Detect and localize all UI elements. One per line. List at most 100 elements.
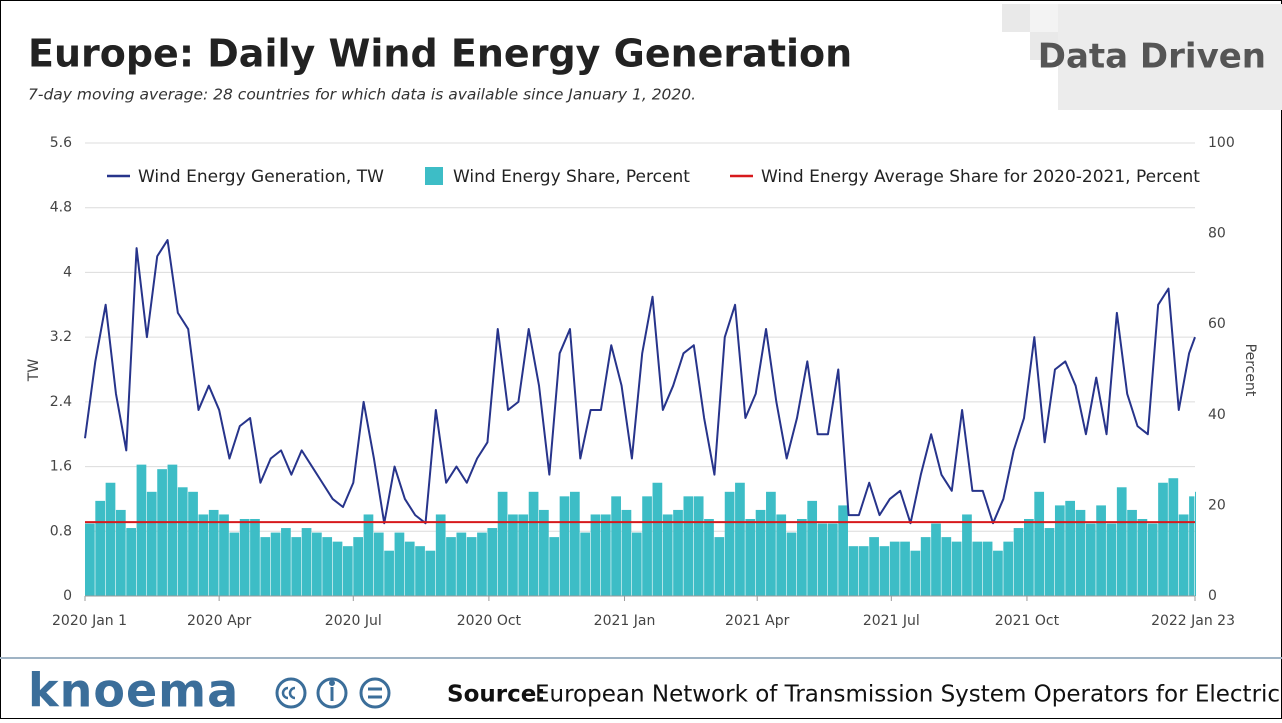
bar	[1137, 518, 1148, 596]
bar	[611, 496, 621, 596]
bar	[755, 509, 766, 596]
bar	[1096, 505, 1106, 596]
bar	[1034, 491, 1045, 596]
bar	[198, 514, 209, 596]
bar	[869, 537, 879, 596]
bar	[301, 528, 312, 596]
x-tick-label: 2021 Apr	[725, 613, 790, 629]
bar	[1116, 487, 1127, 596]
bar	[1024, 518, 1034, 596]
bar	[1127, 509, 1137, 596]
y-tick-label: 0.8	[50, 523, 72, 539]
bar	[951, 541, 962, 596]
bar	[373, 532, 384, 596]
bar	[332, 541, 343, 596]
bar	[838, 505, 848, 596]
bar	[1147, 523, 1158, 596]
bar	[363, 514, 374, 596]
bar	[539, 509, 549, 596]
license-icons	[275, 677, 391, 709]
bar	[972, 541, 983, 596]
bar	[1003, 541, 1014, 596]
x-tick-label: 2020 Oct	[457, 613, 522, 629]
x-tick-label: 2020 Jan 1	[52, 613, 127, 629]
bar	[126, 528, 136, 596]
bar	[508, 514, 518, 596]
bar	[446, 537, 456, 596]
bar	[714, 537, 725, 596]
bar	[167, 464, 178, 596]
bar	[662, 514, 673, 596]
bar	[796, 518, 807, 596]
y2-axis-label: Percent	[1242, 344, 1258, 397]
bar	[497, 491, 508, 596]
bar	[724, 491, 735, 596]
bar	[95, 500, 106, 596]
bar	[569, 491, 580, 596]
bar	[673, 509, 683, 596]
bar	[900, 541, 910, 596]
bar	[404, 541, 415, 596]
bar	[1106, 523, 1117, 596]
bar	[982, 541, 993, 596]
bar	[229, 532, 240, 596]
x-tick-label: 2022 Jan 23	[1151, 613, 1235, 629]
bar	[848, 546, 859, 596]
bar	[817, 523, 828, 596]
bar	[435, 514, 446, 596]
source-label: Source:	[447, 682, 546, 708]
legend-label: Wind Energy Average Share for 2020-2021,…	[761, 167, 1200, 187]
bar	[879, 546, 890, 596]
bar	[931, 523, 941, 596]
bar	[312, 532, 322, 596]
y-tick-label: 0	[63, 588, 72, 604]
y-tick-label: 4	[63, 264, 72, 280]
bar	[549, 537, 560, 596]
bar	[115, 509, 126, 596]
bar	[487, 528, 498, 596]
badge: Data Driven	[1038, 37, 1266, 77]
bar	[704, 518, 714, 596]
bar	[920, 537, 931, 596]
source-text: European Network of Transmission System …	[535, 682, 1282, 708]
chart-title: Europe: Daily Wind Energy Generation	[28, 32, 852, 76]
chart-subtitle: 7-day moving average: 28 countries for w…	[28, 86, 696, 104]
x-tick-label: 2021 Oct	[995, 613, 1060, 629]
bar	[776, 514, 787, 596]
bar	[827, 523, 838, 596]
bar	[415, 546, 425, 596]
bar	[270, 532, 281, 596]
legend-label: Wind Energy Share, Percent	[453, 167, 690, 187]
bar	[652, 482, 663, 596]
bar	[559, 496, 570, 596]
bar	[786, 532, 797, 596]
bar	[941, 537, 952, 596]
bar	[590, 514, 601, 596]
bar	[735, 482, 745, 596]
y-tick-label: 1.6	[50, 459, 72, 475]
bar	[1085, 523, 1096, 596]
y-tick-label: 4.8	[50, 200, 72, 216]
bar	[766, 491, 776, 596]
bar	[889, 541, 900, 596]
bar	[342, 546, 353, 596]
bar	[322, 537, 333, 596]
bar	[1013, 528, 1024, 596]
y-tick-label: 3.2	[50, 329, 72, 345]
bar	[1044, 528, 1055, 596]
bar	[281, 528, 291, 596]
bar	[260, 537, 271, 596]
legend-label: Wind Energy Generation, TW	[138, 167, 384, 187]
y-tick-label: 2.4	[50, 394, 72, 410]
bar	[1054, 505, 1065, 596]
x-tick-label: 2021 Jan	[594, 613, 656, 629]
y-tick-label: 5.6	[50, 135, 72, 151]
bar	[683, 496, 694, 596]
bar	[425, 550, 436, 596]
bar	[642, 496, 652, 596]
bar	[157, 469, 167, 596]
bar	[466, 537, 477, 596]
bar	[600, 514, 611, 596]
bar	[219, 514, 229, 596]
bar	[1065, 500, 1075, 596]
